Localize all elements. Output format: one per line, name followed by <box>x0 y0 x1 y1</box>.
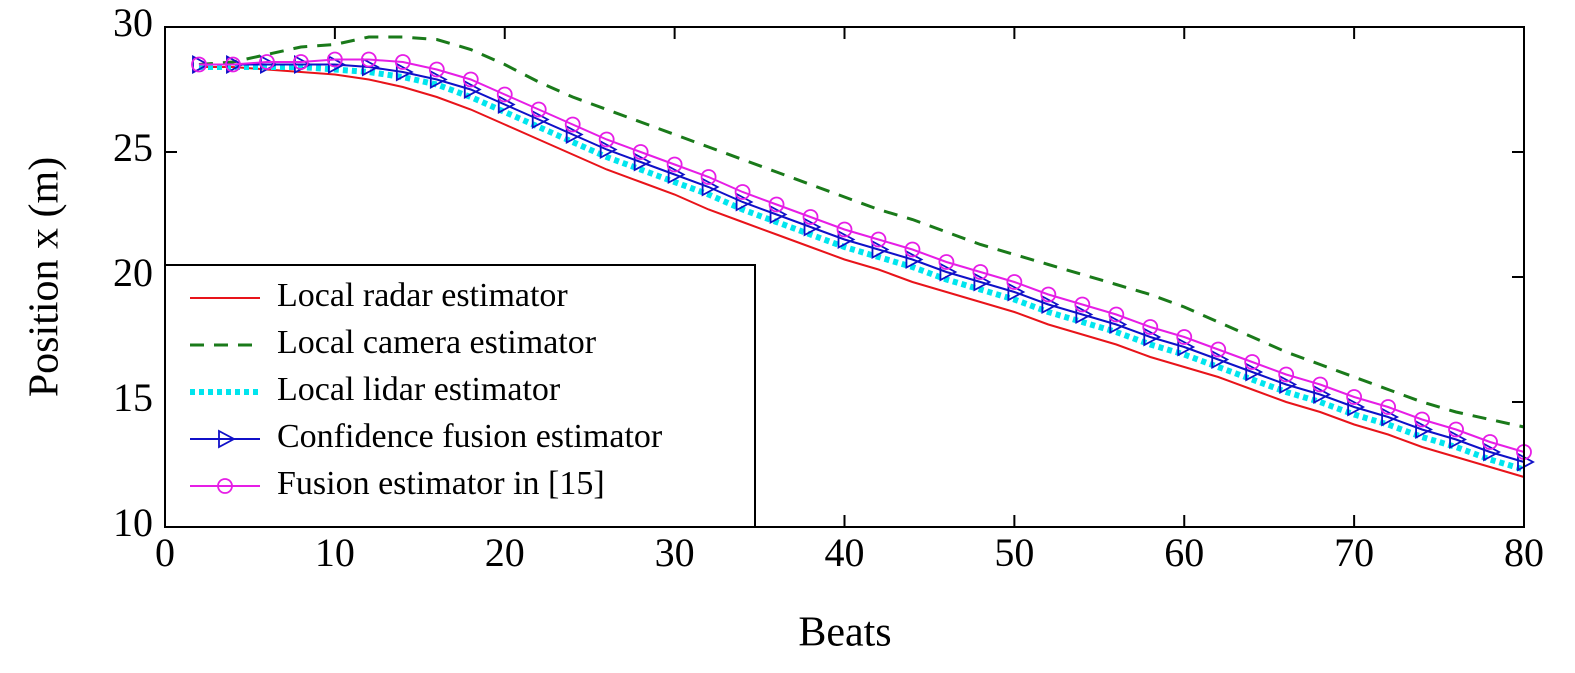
legend-label: Local radar estimator <box>277 277 568 314</box>
x-tick-label: 30 <box>655 530 695 575</box>
x-tick-label: 40 <box>825 530 865 575</box>
legend-box <box>164 264 756 528</box>
circle-marker <box>428 61 445 78</box>
circle-marker <box>394 54 411 70</box>
circle-marker <box>836 221 853 238</box>
triangle-marker <box>361 57 380 77</box>
circle-marker <box>292 54 309 70</box>
y-tick-label: 25 <box>113 125 153 170</box>
circle-marker <box>496 86 513 103</box>
circle-marker <box>768 196 785 213</box>
circle-marker <box>1312 376 1329 393</box>
circle-marker <box>1448 421 1464 438</box>
circle-marker <box>1380 399 1396 415</box>
circle-marker <box>1108 306 1125 323</box>
circle-marker <box>700 169 717 185</box>
circle-marker <box>1074 296 1091 313</box>
y-tick-label: 30 <box>113 0 153 45</box>
circle-marker <box>1176 329 1193 345</box>
legend-label: Local lidar estimator <box>277 371 561 408</box>
circle-marker <box>938 254 955 270</box>
x-tick-label: 60 <box>1164 530 1204 575</box>
series-line <box>198 63 1525 463</box>
circle-marker <box>870 231 887 248</box>
circle-marker <box>1278 366 1295 383</box>
legend-label: Fusion estimator in [15] <box>277 465 605 502</box>
circle-marker <box>904 241 921 258</box>
circle-marker <box>1210 341 1227 358</box>
circle-marker <box>1142 319 1159 335</box>
circle-marker <box>734 184 751 200</box>
circle-marker <box>259 54 275 70</box>
y-tick-label: 20 <box>113 250 153 295</box>
legend-marker <box>218 429 236 449</box>
circle-marker <box>1346 389 1363 405</box>
x-tick-label: 0 <box>155 530 175 575</box>
legend-marker <box>217 478 233 494</box>
circle-marker <box>462 71 479 88</box>
x-axis-label: Beats <box>798 610 891 656</box>
x-tick-label: 10 <box>315 530 355 575</box>
series-line <box>198 66 1525 478</box>
x-tick-label: 70 <box>1334 530 1374 575</box>
series-line <box>198 35 1525 429</box>
circle-marker <box>666 156 683 173</box>
x-tick-label: 20 <box>485 530 525 575</box>
y-axis-label: Position x (m) <box>22 157 68 397</box>
circle-marker <box>360 51 377 68</box>
circle-marker <box>598 131 615 148</box>
circle-marker <box>1040 286 1057 303</box>
y-tick-label: 10 <box>113 500 153 545</box>
circle-marker <box>1244 354 1261 370</box>
circle-marker <box>1006 274 1023 290</box>
circle-marker <box>530 101 547 118</box>
circle-marker <box>191 56 207 73</box>
circle-marker <box>1482 434 1498 450</box>
y-tick-label: 15 <box>113 375 153 420</box>
x-tick-label: 80 <box>1504 530 1544 575</box>
circle-marker <box>802 209 819 225</box>
series-line <box>198 64 1525 473</box>
series-line <box>198 58 1525 453</box>
circle-marker <box>564 116 581 133</box>
circle-marker <box>972 264 989 280</box>
legend-label: Local camera estimator <box>277 324 597 361</box>
circle-marker <box>632 144 649 160</box>
circle-marker <box>326 51 343 68</box>
x-tick-label: 50 <box>994 530 1034 575</box>
legend-label: Confidence fusion estimator <box>277 418 663 455</box>
triangle-marker <box>192 55 210 74</box>
circle-marker <box>1414 411 1430 428</box>
circle-marker <box>225 56 241 73</box>
